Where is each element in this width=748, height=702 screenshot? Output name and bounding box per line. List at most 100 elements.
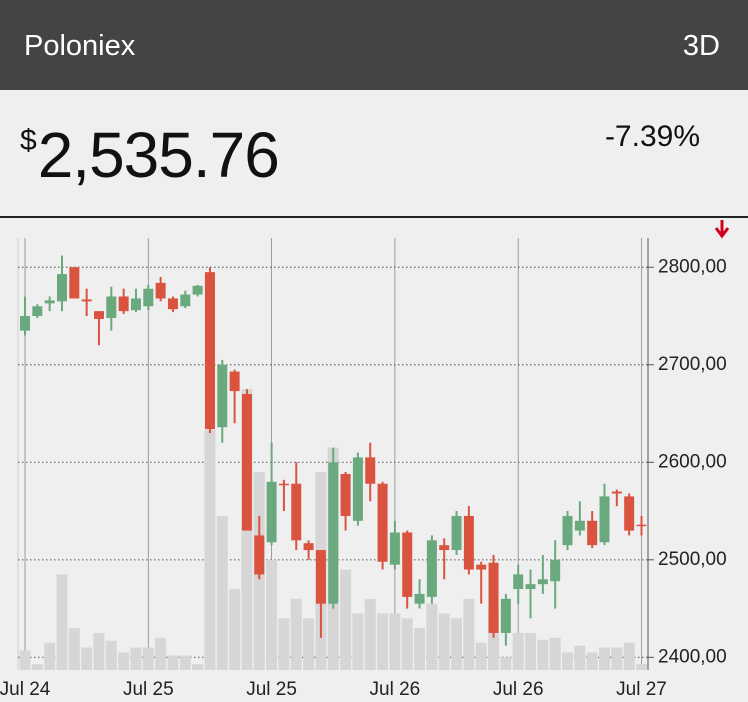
volume-bar bbox=[488, 608, 500, 670]
volume-bar bbox=[500, 657, 512, 670]
candle-body bbox=[611, 491, 622, 494]
volume-bar bbox=[549, 637, 561, 670]
candle-body bbox=[377, 483, 388, 562]
volume-bar bbox=[118, 652, 130, 670]
volume-bar bbox=[451, 618, 463, 670]
price: $2,535.76 bbox=[20, 118, 280, 192]
volume-bar bbox=[401, 618, 413, 670]
volume-bar bbox=[562, 652, 574, 670]
x-tick-label: Jul 26 bbox=[493, 679, 544, 700]
volume-bar bbox=[44, 642, 56, 670]
volume-bar bbox=[93, 632, 105, 670]
volume-bar bbox=[204, 430, 216, 670]
volume-bar bbox=[81, 647, 93, 670]
volume-bar bbox=[340, 569, 352, 670]
volume-bar bbox=[68, 628, 80, 670]
candle-body bbox=[303, 543, 314, 551]
volume-bar bbox=[377, 613, 389, 670]
candle-body bbox=[204, 272, 215, 430]
volume-bar bbox=[389, 613, 401, 670]
volume-bar bbox=[512, 632, 524, 670]
candle-body bbox=[167, 298, 178, 310]
candle-body bbox=[130, 298, 141, 311]
candle-body bbox=[587, 520, 598, 546]
candle-body bbox=[352, 457, 363, 521]
y-tick-label: 2400,00 bbox=[658, 646, 727, 667]
y-tick-label: 2700,00 bbox=[658, 354, 727, 375]
volume-bar bbox=[636, 664, 647, 670]
volume-bar bbox=[303, 618, 315, 670]
candle-body bbox=[414, 593, 425, 604]
volume-bar bbox=[611, 647, 623, 670]
candle-body bbox=[106, 296, 117, 318]
candle-body bbox=[143, 288, 154, 307]
candle-body bbox=[389, 532, 400, 565]
volume-bar bbox=[31, 664, 43, 670]
volume-bar bbox=[192, 664, 204, 670]
candle-body bbox=[476, 564, 487, 570]
volume-bar bbox=[623, 642, 635, 670]
candle-body bbox=[525, 584, 536, 590]
volume-bar bbox=[537, 639, 549, 670]
y-tick-label: 2800,00 bbox=[658, 256, 727, 277]
volume-bar bbox=[167, 655, 179, 670]
candle-body bbox=[266, 481, 277, 543]
volume-bar bbox=[155, 637, 167, 670]
candle-body bbox=[192, 285, 203, 295]
candle-body bbox=[340, 473, 351, 516]
candle-body bbox=[500, 598, 511, 633]
candle-body bbox=[328, 462, 339, 604]
range-button[interactable]: 3D bbox=[682, 30, 720, 62]
x-tick-label: Jul 25 bbox=[246, 679, 297, 700]
candle-body bbox=[537, 579, 548, 585]
x-tick-label: Jul 24 bbox=[0, 679, 51, 700]
candle-body bbox=[636, 524, 647, 527]
volume-bar bbox=[426, 603, 438, 670]
candle-body bbox=[402, 532, 413, 597]
volume-bar bbox=[574, 645, 586, 670]
change: -7.39% bbox=[604, 120, 700, 153]
candle-body bbox=[488, 562, 499, 633]
candle-body bbox=[463, 515, 474, 570]
candle-body bbox=[20, 316, 30, 331]
down-arrow bbox=[714, 220, 730, 239]
volume-bar bbox=[229, 589, 241, 670]
candle-body bbox=[624, 496, 635, 531]
volume-bar bbox=[364, 598, 376, 670]
volume-bar bbox=[130, 647, 142, 670]
volume-bar bbox=[438, 613, 450, 670]
volume-bar bbox=[525, 632, 537, 670]
volume-bar bbox=[56, 574, 68, 670]
price-value: 2,535.76 bbox=[37, 119, 280, 191]
volume-bar bbox=[278, 618, 290, 670]
volume-bar bbox=[414, 628, 426, 670]
volume-bar bbox=[105, 640, 117, 670]
candle-body bbox=[562, 515, 573, 546]
x-tick-label: Jul 27 bbox=[616, 679, 667, 700]
candle-body bbox=[44, 300, 55, 304]
candle-body bbox=[439, 545, 450, 551]
candle-body bbox=[315, 550, 326, 604]
candle-body bbox=[278, 483, 289, 486]
candle-body bbox=[550, 559, 561, 582]
volume-bar bbox=[266, 559, 278, 670]
volume-bar bbox=[142, 647, 154, 670]
candle-body bbox=[426, 540, 437, 597]
candle-body bbox=[180, 294, 191, 307]
candle-body bbox=[32, 306, 43, 317]
candle-body bbox=[365, 457, 376, 484]
y-tick-label: 2600,00 bbox=[658, 451, 727, 472]
currency: $ bbox=[20, 124, 37, 157]
candle-body bbox=[574, 520, 585, 531]
candle-body bbox=[69, 267, 80, 299]
candle-body bbox=[291, 483, 302, 541]
candle-body bbox=[56, 274, 67, 302]
volume-bar bbox=[352, 613, 364, 670]
header: Poloniex 3D bbox=[0, 0, 748, 90]
exchange-name: Poloniex bbox=[24, 30, 136, 62]
volume-bar bbox=[179, 655, 191, 670]
y-tick-label: 2500,00 bbox=[658, 549, 727, 570]
candle-body bbox=[451, 515, 462, 551]
candle-body bbox=[118, 296, 129, 312]
